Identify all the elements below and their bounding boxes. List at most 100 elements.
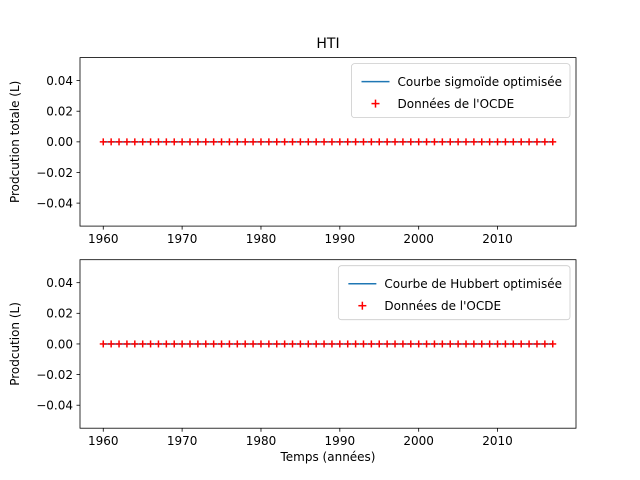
data-point <box>233 138 241 146</box>
data-point <box>210 138 218 146</box>
data-point <box>383 340 391 348</box>
data-point <box>162 340 170 348</box>
x-tick-label: 1990 <box>325 434 356 448</box>
x-axis-label: Temps (années) <box>280 450 376 464</box>
data-point <box>423 340 431 348</box>
data-point <box>352 340 360 348</box>
data-point <box>478 138 486 146</box>
data-point <box>486 138 494 146</box>
data-point <box>423 138 431 146</box>
data-point <box>462 138 470 146</box>
data-point <box>147 138 155 146</box>
x-tick-label: 1960 <box>88 434 119 448</box>
x-tick-label: 1980 <box>246 434 277 448</box>
data-point <box>131 340 139 348</box>
data-point <box>241 340 249 348</box>
y-tick-label: −0.02 <box>36 368 73 382</box>
data-point <box>139 138 147 146</box>
data-point <box>107 138 115 146</box>
data-point <box>265 138 273 146</box>
data-point <box>486 340 494 348</box>
data-point <box>438 138 446 146</box>
legend: Courbe de Hubbert optimisée Données de l'… <box>337 265 571 321</box>
x-tick-label: 1960 <box>88 232 119 246</box>
data-point <box>501 340 509 348</box>
x-tick-label: 2010 <box>482 232 513 246</box>
data-point <box>359 138 367 146</box>
data-point <box>249 138 257 146</box>
data-point <box>375 138 383 146</box>
data-point <box>344 340 352 348</box>
data-point <box>225 138 233 146</box>
data-point <box>525 138 533 146</box>
x-tick-label: 1980 <box>246 232 277 246</box>
data-point <box>470 138 478 146</box>
data-point <box>462 340 470 348</box>
legend-marker-handle <box>358 301 367 310</box>
data-point <box>99 340 107 348</box>
data-point <box>430 340 438 348</box>
y-tick-label: 0.02 <box>46 307 73 321</box>
data-point <box>131 138 139 146</box>
data-point <box>328 138 336 146</box>
data-point <box>194 340 202 348</box>
data-point <box>312 340 320 348</box>
data-point <box>218 340 226 348</box>
data-point <box>233 340 241 348</box>
x-tick-label: 1990 <box>325 232 356 246</box>
data-point <box>541 340 549 348</box>
data-point <box>399 340 407 348</box>
y-tick-label: 0.00 <box>46 337 73 351</box>
legend-label: Données de l'OCDE <box>384 299 501 313</box>
data-point <box>533 340 541 348</box>
data-point <box>115 340 123 348</box>
data-point <box>249 340 257 348</box>
y-axis-label: Prodcution (L) <box>8 302 22 386</box>
data-point <box>162 138 170 146</box>
data-point <box>320 138 328 146</box>
data-point <box>407 340 415 348</box>
y-tick-label: 0.04 <box>46 74 73 88</box>
data-point <box>170 138 178 146</box>
top-subplot: 1960 1970 1980 1990 2000 2010 −0.04 −0.02 0.00 0.… <box>8 57 577 246</box>
data-point <box>352 138 360 146</box>
data-point <box>320 340 328 348</box>
data-point <box>281 340 289 348</box>
data-point <box>344 138 352 146</box>
legend-label: Données de l'OCDE <box>398 97 515 111</box>
figure-title: HTI <box>316 36 339 52</box>
data-point <box>407 138 415 146</box>
x-tick-label: 2000 <box>403 232 434 246</box>
legend-marker-handle <box>371 99 380 108</box>
data-point <box>430 138 438 146</box>
data-point <box>391 138 399 146</box>
data-point <box>186 340 194 348</box>
data-point <box>186 138 194 146</box>
data-point <box>123 340 131 348</box>
y-tick-label: 0.02 <box>46 105 73 119</box>
data-point <box>225 340 233 348</box>
data-point <box>367 340 375 348</box>
data-point <box>304 340 312 348</box>
y-tick-label: −0.04 <box>36 399 73 413</box>
data-point <box>509 138 517 146</box>
data-point <box>438 340 446 348</box>
data-point <box>123 138 131 146</box>
data-point <box>312 138 320 146</box>
x-tick-label: 1970 <box>167 434 198 448</box>
data-point <box>399 138 407 146</box>
data-point <box>446 340 454 348</box>
data-point <box>265 340 273 348</box>
data-point <box>154 340 162 348</box>
data-point <box>296 138 304 146</box>
legend-frame <box>351 63 571 118</box>
data-point <box>336 340 344 348</box>
data-point <box>454 138 462 146</box>
data-point <box>446 138 454 146</box>
data-point <box>289 340 297 348</box>
data-point <box>494 138 502 146</box>
legend-entry: Données de l'OCDE <box>358 299 501 313</box>
data-point <box>257 138 265 146</box>
data-point <box>281 138 289 146</box>
